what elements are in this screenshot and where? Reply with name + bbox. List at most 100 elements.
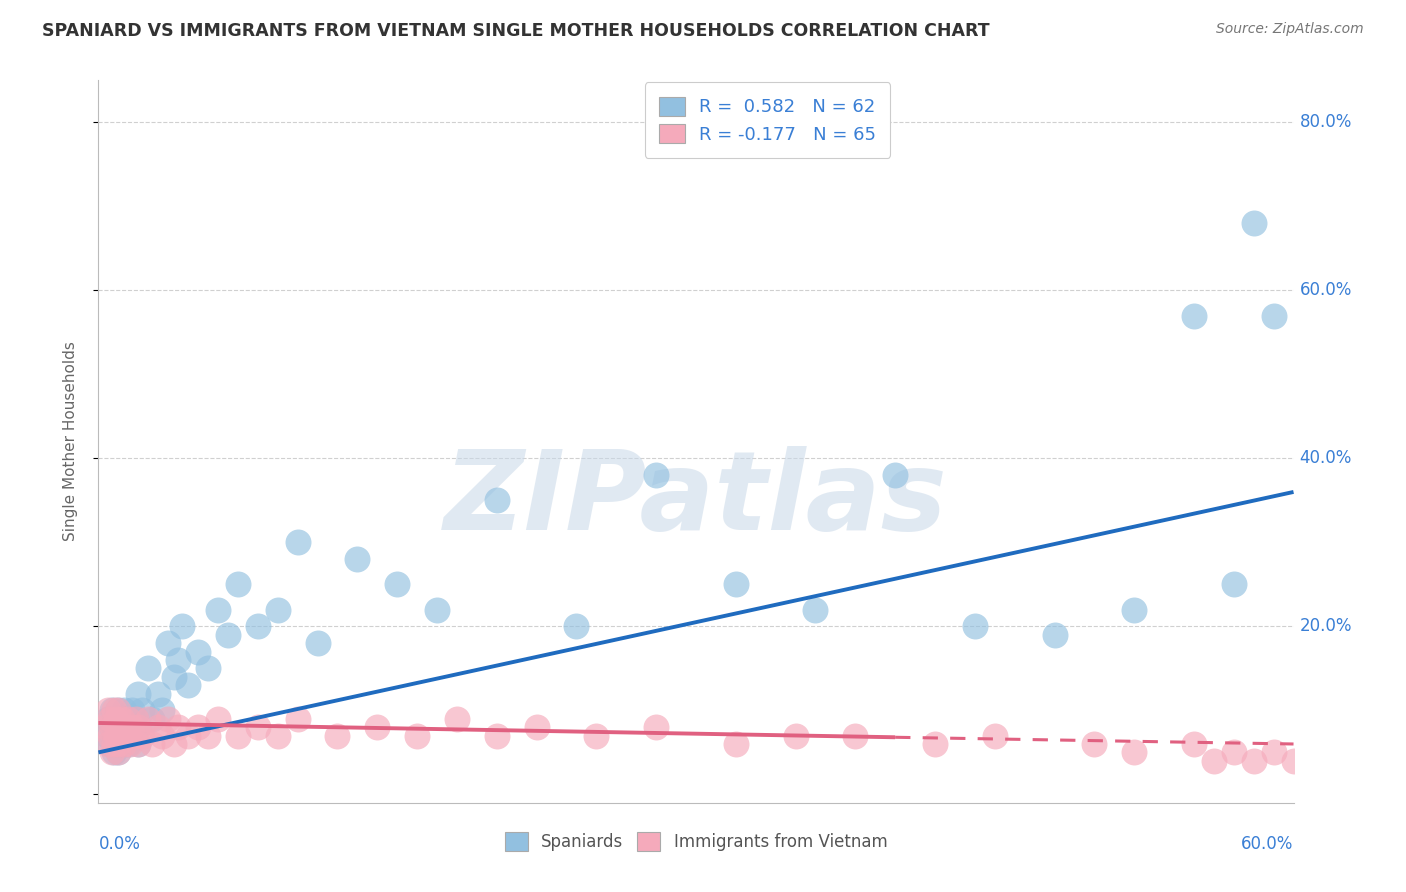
Point bbox=[131, 729, 153, 743]
Point bbox=[141, 737, 163, 751]
Point bbox=[117, 729, 139, 743]
Point bbox=[187, 720, 209, 734]
Text: 20.0%: 20.0% bbox=[1299, 617, 1353, 635]
Point bbox=[167, 653, 190, 667]
Point bbox=[136, 712, 159, 726]
Point bbox=[246, 619, 269, 633]
Point bbox=[127, 687, 149, 701]
Point bbox=[1243, 754, 1265, 768]
Point bbox=[1282, 754, 1305, 768]
Point bbox=[217, 628, 239, 642]
Point bbox=[101, 703, 124, 717]
Point bbox=[110, 720, 132, 734]
Point bbox=[163, 670, 186, 684]
Point bbox=[157, 712, 180, 726]
Point bbox=[150, 729, 173, 743]
Point bbox=[172, 619, 194, 633]
Point bbox=[197, 661, 219, 675]
Point bbox=[1243, 216, 1265, 230]
Point bbox=[197, 729, 219, 743]
Point bbox=[724, 737, 747, 751]
Point bbox=[107, 720, 129, 734]
Point bbox=[307, 636, 329, 650]
Point bbox=[157, 636, 180, 650]
Point bbox=[124, 729, 146, 743]
Point bbox=[1223, 577, 1246, 591]
Point bbox=[112, 703, 135, 717]
Point bbox=[326, 729, 349, 743]
Point bbox=[1223, 745, 1246, 759]
Point bbox=[125, 712, 148, 726]
Point bbox=[1263, 309, 1285, 323]
Point bbox=[1043, 628, 1066, 642]
Point bbox=[127, 737, 149, 751]
Point bbox=[101, 720, 124, 734]
Point bbox=[103, 729, 125, 743]
Point bbox=[98, 712, 122, 726]
Point bbox=[585, 729, 607, 743]
Point bbox=[101, 745, 124, 759]
Point bbox=[105, 729, 128, 743]
Point bbox=[1083, 737, 1105, 751]
Point bbox=[485, 729, 508, 743]
Point bbox=[115, 720, 138, 734]
Point bbox=[565, 619, 588, 633]
Point bbox=[96, 720, 118, 734]
Point bbox=[107, 745, 129, 759]
Point bbox=[366, 720, 388, 734]
Point bbox=[1123, 745, 1146, 759]
Point bbox=[207, 602, 229, 616]
Point bbox=[105, 737, 128, 751]
Point bbox=[446, 712, 468, 726]
Point bbox=[125, 712, 148, 726]
Point bbox=[406, 729, 429, 743]
Point bbox=[1263, 745, 1285, 759]
Point bbox=[127, 720, 149, 734]
Point bbox=[97, 703, 120, 717]
Point bbox=[124, 729, 146, 743]
Point bbox=[127, 720, 149, 734]
Point bbox=[385, 577, 409, 591]
Point bbox=[98, 729, 122, 743]
Point bbox=[120, 737, 142, 751]
Point bbox=[98, 737, 122, 751]
Point bbox=[103, 737, 125, 751]
Text: Source: ZipAtlas.com: Source: ZipAtlas.com bbox=[1216, 22, 1364, 37]
Point bbox=[107, 729, 129, 743]
Point bbox=[1182, 737, 1205, 751]
Point bbox=[107, 712, 129, 726]
Point bbox=[287, 535, 309, 549]
Text: 40.0%: 40.0% bbox=[1299, 450, 1353, 467]
Point bbox=[141, 712, 163, 726]
Text: ZIPatlas: ZIPatlas bbox=[444, 446, 948, 553]
Point bbox=[117, 712, 139, 726]
Point bbox=[485, 493, 508, 508]
Point bbox=[1123, 602, 1146, 616]
Point bbox=[117, 712, 139, 726]
Point bbox=[127, 737, 149, 751]
Point bbox=[107, 729, 129, 743]
Point bbox=[107, 745, 129, 759]
Point bbox=[526, 720, 548, 734]
Point bbox=[117, 737, 139, 751]
Point bbox=[177, 729, 200, 743]
Point bbox=[103, 703, 125, 717]
Point bbox=[226, 577, 249, 591]
Point bbox=[426, 602, 449, 616]
Point bbox=[97, 712, 120, 726]
Point bbox=[105, 712, 128, 726]
Point bbox=[804, 602, 827, 616]
Point bbox=[148, 687, 170, 701]
Point bbox=[963, 619, 986, 633]
Text: 60.0%: 60.0% bbox=[1241, 835, 1294, 854]
Legend: Spaniards, Immigrants from Vietnam: Spaniards, Immigrants from Vietnam bbox=[496, 824, 896, 860]
Point bbox=[924, 737, 946, 751]
Point bbox=[163, 737, 186, 751]
Point bbox=[785, 729, 807, 743]
Point bbox=[107, 737, 129, 751]
Point bbox=[136, 661, 159, 675]
Point bbox=[148, 720, 170, 734]
Point bbox=[246, 720, 269, 734]
Point bbox=[226, 729, 249, 743]
Text: 0.0%: 0.0% bbox=[98, 835, 141, 854]
